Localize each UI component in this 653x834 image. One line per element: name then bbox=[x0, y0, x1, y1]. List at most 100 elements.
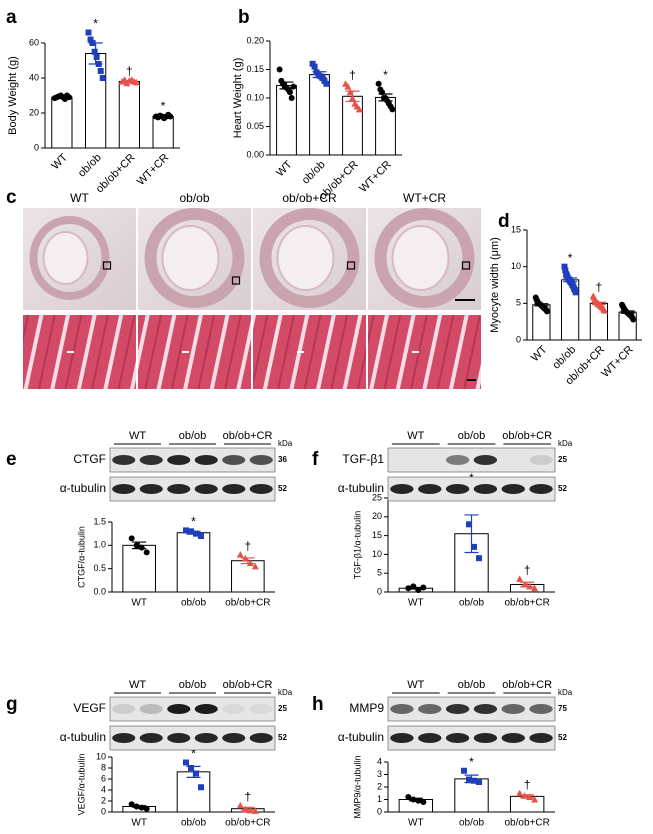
error-bar bbox=[520, 581, 535, 588]
y-axis-label: MMP9/α-tubulin bbox=[352, 755, 362, 818]
y-tick-label: 2 bbox=[101, 795, 106, 805]
blot-band bbox=[501, 733, 525, 743]
y-tick-label: 3 bbox=[377, 769, 382, 779]
bar bbox=[176, 532, 211, 593]
data-point bbox=[286, 89, 293, 96]
column-label: WT+CR bbox=[403, 191, 446, 205]
blot-strip bbox=[387, 476, 556, 502]
lane-label: ob/ob bbox=[458, 679, 486, 691]
error-bar bbox=[156, 115, 171, 118]
data-point bbox=[544, 308, 550, 315]
y-tick-label: 0.15 bbox=[246, 64, 264, 74]
data-point bbox=[251, 562, 259, 570]
kda-label: 52 bbox=[558, 484, 567, 493]
data-point bbox=[601, 307, 608, 314]
x-tick-label: ob/ob bbox=[300, 159, 328, 187]
y-tick-label: 1.5 bbox=[93, 516, 106, 526]
kda-label: 52 bbox=[278, 733, 287, 742]
lane-label: ob/ob+CR bbox=[502, 430, 552, 442]
error-bar bbox=[563, 277, 578, 283]
data-point bbox=[188, 765, 194, 771]
y-tick-label: 20 bbox=[29, 107, 39, 117]
blot-band bbox=[112, 733, 136, 743]
blot-band bbox=[194, 733, 218, 743]
blot-strip bbox=[109, 476, 276, 502]
data-point bbox=[311, 63, 318, 70]
zoom-box bbox=[231, 276, 241, 285]
blot-band bbox=[112, 704, 136, 714]
significance-mark: † bbox=[244, 790, 251, 804]
error-bar bbox=[240, 806, 255, 811]
significance-mark: † bbox=[349, 68, 356, 82]
data-point bbox=[183, 527, 189, 534]
kda-unit: kDa bbox=[558, 688, 573, 697]
y-tick-label: 10 bbox=[511, 261, 521, 271]
significance-mark: * bbox=[93, 17, 98, 31]
data-point bbox=[236, 551, 244, 558]
data-point bbox=[344, 83, 352, 90]
x-tick-label: ob/ob bbox=[76, 152, 104, 180]
data-point bbox=[193, 770, 199, 777]
y-axis-label: CTGF/α-tubulin bbox=[76, 526, 86, 588]
data-point bbox=[561, 263, 568, 270]
y-tick-label: 20 bbox=[372, 511, 382, 521]
y-tick-label: 0 bbox=[377, 806, 382, 816]
heart-section bbox=[29, 216, 110, 300]
lane-label: WT bbox=[407, 679, 424, 691]
data-point bbox=[251, 807, 259, 814]
blot-band bbox=[139, 484, 163, 494]
blot-band bbox=[390, 484, 414, 494]
blot-strip bbox=[387, 725, 556, 751]
blot-band bbox=[139, 733, 163, 743]
data-point bbox=[133, 542, 140, 549]
panel-letter: f bbox=[312, 449, 319, 470]
data-point bbox=[461, 767, 467, 774]
data-point bbox=[133, 78, 140, 86]
data-point bbox=[531, 796, 539, 803]
data-point bbox=[143, 549, 150, 556]
blot-band bbox=[167, 704, 191, 714]
blot-band bbox=[222, 484, 246, 494]
protein-label: TGF-β1 bbox=[342, 452, 384, 466]
blot-band bbox=[194, 484, 218, 494]
data-point bbox=[133, 803, 140, 810]
y-tick-label: 0 bbox=[516, 334, 521, 344]
bar bbox=[122, 544, 156, 593]
error-bar bbox=[534, 303, 549, 307]
lane-label: WT bbox=[407, 430, 424, 442]
y-tick-label: 0.05 bbox=[246, 121, 264, 131]
data-point bbox=[198, 533, 204, 539]
blot-strip bbox=[387, 696, 556, 722]
error-bar bbox=[186, 765, 201, 778]
x-tick-label: WT+CR bbox=[357, 159, 393, 195]
blot-band bbox=[112, 455, 136, 465]
blot-band bbox=[418, 733, 442, 743]
error-bar bbox=[132, 541, 147, 550]
blot-strip bbox=[109, 696, 276, 722]
error-bar bbox=[54, 95, 69, 99]
kda-unit: kDa bbox=[278, 439, 293, 448]
y-tick-label: 5 bbox=[516, 298, 521, 308]
data-point bbox=[420, 799, 427, 805]
data-point bbox=[167, 113, 174, 120]
data-point bbox=[466, 521, 472, 528]
kda-label: 25 bbox=[558, 455, 567, 464]
y-tick-label: 25 bbox=[372, 492, 382, 502]
blot-band bbox=[222, 455, 246, 465]
blot-band bbox=[222, 733, 246, 743]
x-tick-label: ob/ob bbox=[459, 818, 484, 829]
y-tick-label: 60 bbox=[29, 37, 39, 47]
protein-label: CTGF bbox=[73, 452, 106, 466]
blot-band bbox=[390, 704, 414, 714]
y-tick-label: 10 bbox=[372, 549, 382, 559]
error-bar bbox=[122, 79, 137, 84]
x-tick-label: WT+CR bbox=[599, 344, 635, 380]
x-tick-label: WT bbox=[274, 158, 295, 179]
y-tick-label: 15 bbox=[372, 530, 382, 540]
kda-unit: kDa bbox=[558, 439, 573, 448]
error-bar bbox=[186, 530, 201, 535]
y-tick-label: 0.00 bbox=[246, 149, 264, 159]
y-tick-label: 15 bbox=[511, 224, 521, 234]
error-bar bbox=[279, 81, 294, 90]
data-point bbox=[276, 66, 283, 73]
